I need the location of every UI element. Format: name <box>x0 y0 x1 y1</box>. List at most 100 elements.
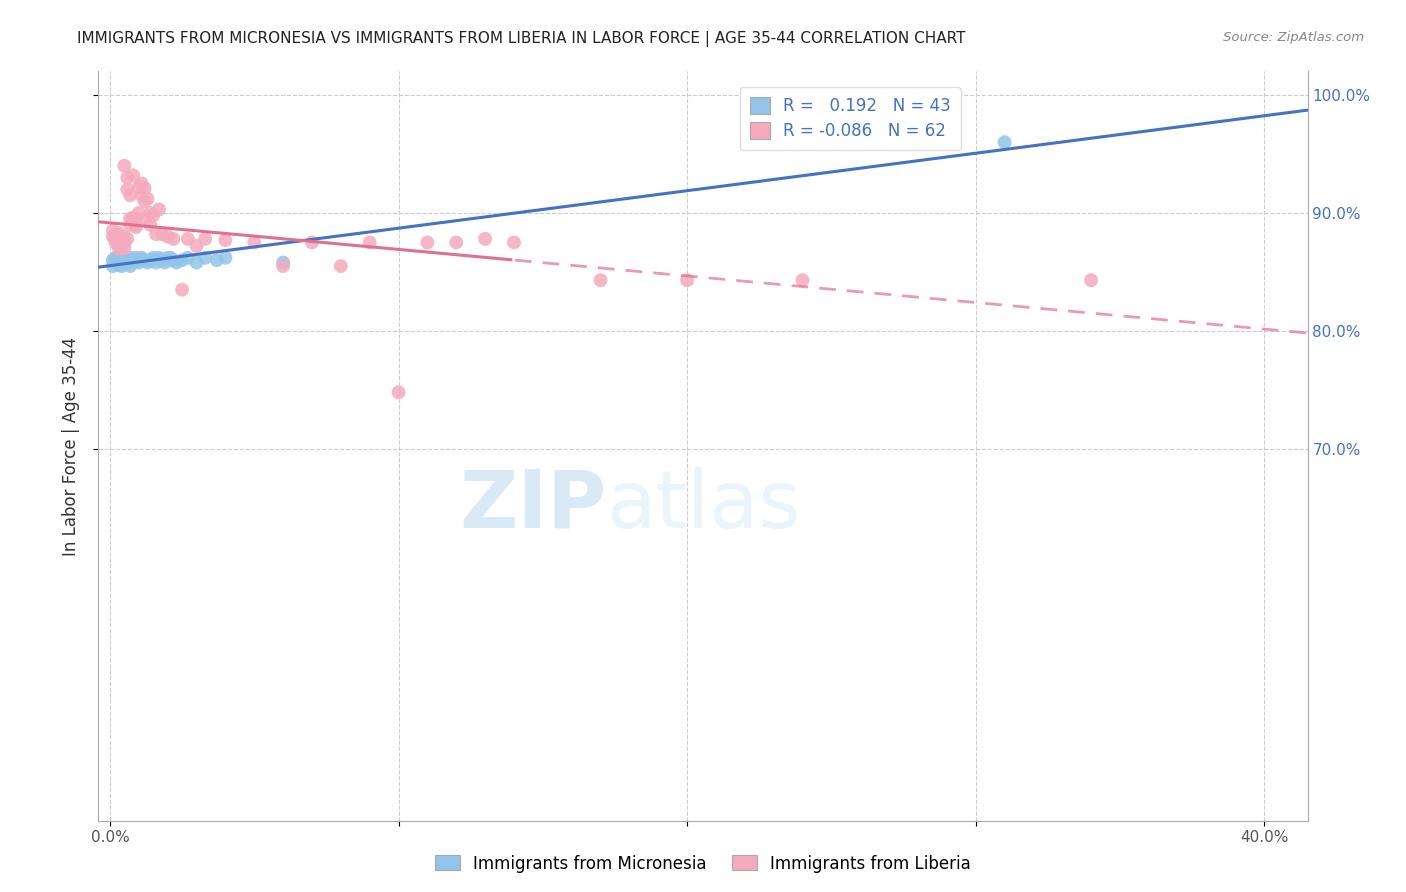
Point <box>134 194 156 209</box>
Point <box>104 251 127 265</box>
Point <box>136 255 159 269</box>
Point <box>117 255 139 269</box>
Point <box>1080 273 1102 287</box>
Point <box>145 255 167 269</box>
Point <box>122 168 145 182</box>
Point <box>142 208 165 222</box>
Point <box>112 255 135 269</box>
Point <box>117 232 139 246</box>
Point <box>104 227 127 242</box>
Point <box>120 253 142 268</box>
Point <box>120 218 142 232</box>
Point <box>107 241 129 255</box>
Point <box>117 253 139 268</box>
Point <box>792 273 814 287</box>
Point <box>136 211 159 226</box>
Point <box>125 220 148 235</box>
Point <box>122 255 145 269</box>
Point <box>110 236 132 251</box>
Point <box>122 211 145 225</box>
Point <box>162 232 184 246</box>
Point <box>301 235 323 250</box>
Point <box>128 180 150 194</box>
Point <box>112 159 135 173</box>
Point <box>110 251 132 265</box>
Point <box>104 232 127 246</box>
Point <box>474 232 496 246</box>
Point <box>120 259 142 273</box>
Y-axis label: In Labor Force | Age 35-44: In Labor Force | Age 35-44 <box>62 336 80 556</box>
Point <box>150 253 173 268</box>
Point <box>214 251 236 265</box>
Text: ZIP: ZIP <box>458 467 606 545</box>
Point <box>150 227 173 242</box>
Point <box>120 251 142 265</box>
Point <box>112 241 135 255</box>
Point <box>107 234 129 248</box>
Point <box>159 251 181 265</box>
Point <box>156 251 179 265</box>
Point <box>112 253 135 268</box>
Point <box>329 259 352 273</box>
Point <box>120 188 142 202</box>
Point <box>243 235 266 250</box>
Point <box>387 385 409 400</box>
Point <box>139 206 162 220</box>
Point <box>125 251 148 265</box>
Point <box>104 235 127 250</box>
Legend: R =   0.192   N = 43, R = -0.086   N = 62: R = 0.192 N = 43, R = -0.086 N = 62 <box>740 87 960 150</box>
Point <box>101 224 124 238</box>
Point <box>503 235 526 250</box>
Point <box>993 135 1015 149</box>
Point <box>107 229 129 244</box>
Text: IMMIGRANTS FROM MICRONESIA VS IMMIGRANTS FROM LIBERIA IN LABOR FORCE | AGE 35-44: IMMIGRANTS FROM MICRONESIA VS IMMIGRANTS… <box>77 31 966 47</box>
Point <box>359 235 381 250</box>
Point <box>139 218 162 232</box>
Point <box>107 258 129 272</box>
Point <box>139 253 162 268</box>
Point <box>177 232 200 246</box>
Point <box>125 253 148 268</box>
Point <box>131 177 153 191</box>
Point <box>148 251 170 265</box>
Point <box>125 218 148 232</box>
Point <box>107 226 129 240</box>
Point <box>271 259 294 273</box>
Point <box>125 211 148 226</box>
Point <box>162 253 184 268</box>
Point <box>172 283 194 297</box>
Point <box>134 181 156 195</box>
Point <box>112 235 135 250</box>
Point <box>446 235 468 250</box>
Point <box>165 255 187 269</box>
Point <box>101 259 124 273</box>
Point <box>107 251 129 265</box>
Point <box>676 273 699 287</box>
Point <box>104 255 127 269</box>
Point <box>271 255 294 269</box>
Point <box>128 206 150 220</box>
Point <box>142 251 165 265</box>
Point <box>153 255 176 269</box>
Point <box>101 253 124 268</box>
Point <box>145 227 167 242</box>
Point <box>214 233 236 247</box>
Point <box>128 255 150 269</box>
Point <box>134 253 156 268</box>
Point <box>177 251 200 265</box>
Point <box>589 273 612 287</box>
Point <box>112 251 135 265</box>
Point <box>122 253 145 268</box>
Legend: Immigrants from Micronesia, Immigrants from Liberia: Immigrants from Micronesia, Immigrants f… <box>429 848 977 880</box>
Point <box>186 239 208 253</box>
Text: atlas: atlas <box>606 467 800 545</box>
Point <box>131 188 153 202</box>
Point <box>117 170 139 185</box>
Point <box>110 241 132 255</box>
Point <box>120 211 142 226</box>
Point <box>101 229 124 244</box>
Point <box>194 232 217 246</box>
Point <box>148 202 170 217</box>
Text: Source: ZipAtlas.com: Source: ZipAtlas.com <box>1223 31 1364 45</box>
Point <box>136 192 159 206</box>
